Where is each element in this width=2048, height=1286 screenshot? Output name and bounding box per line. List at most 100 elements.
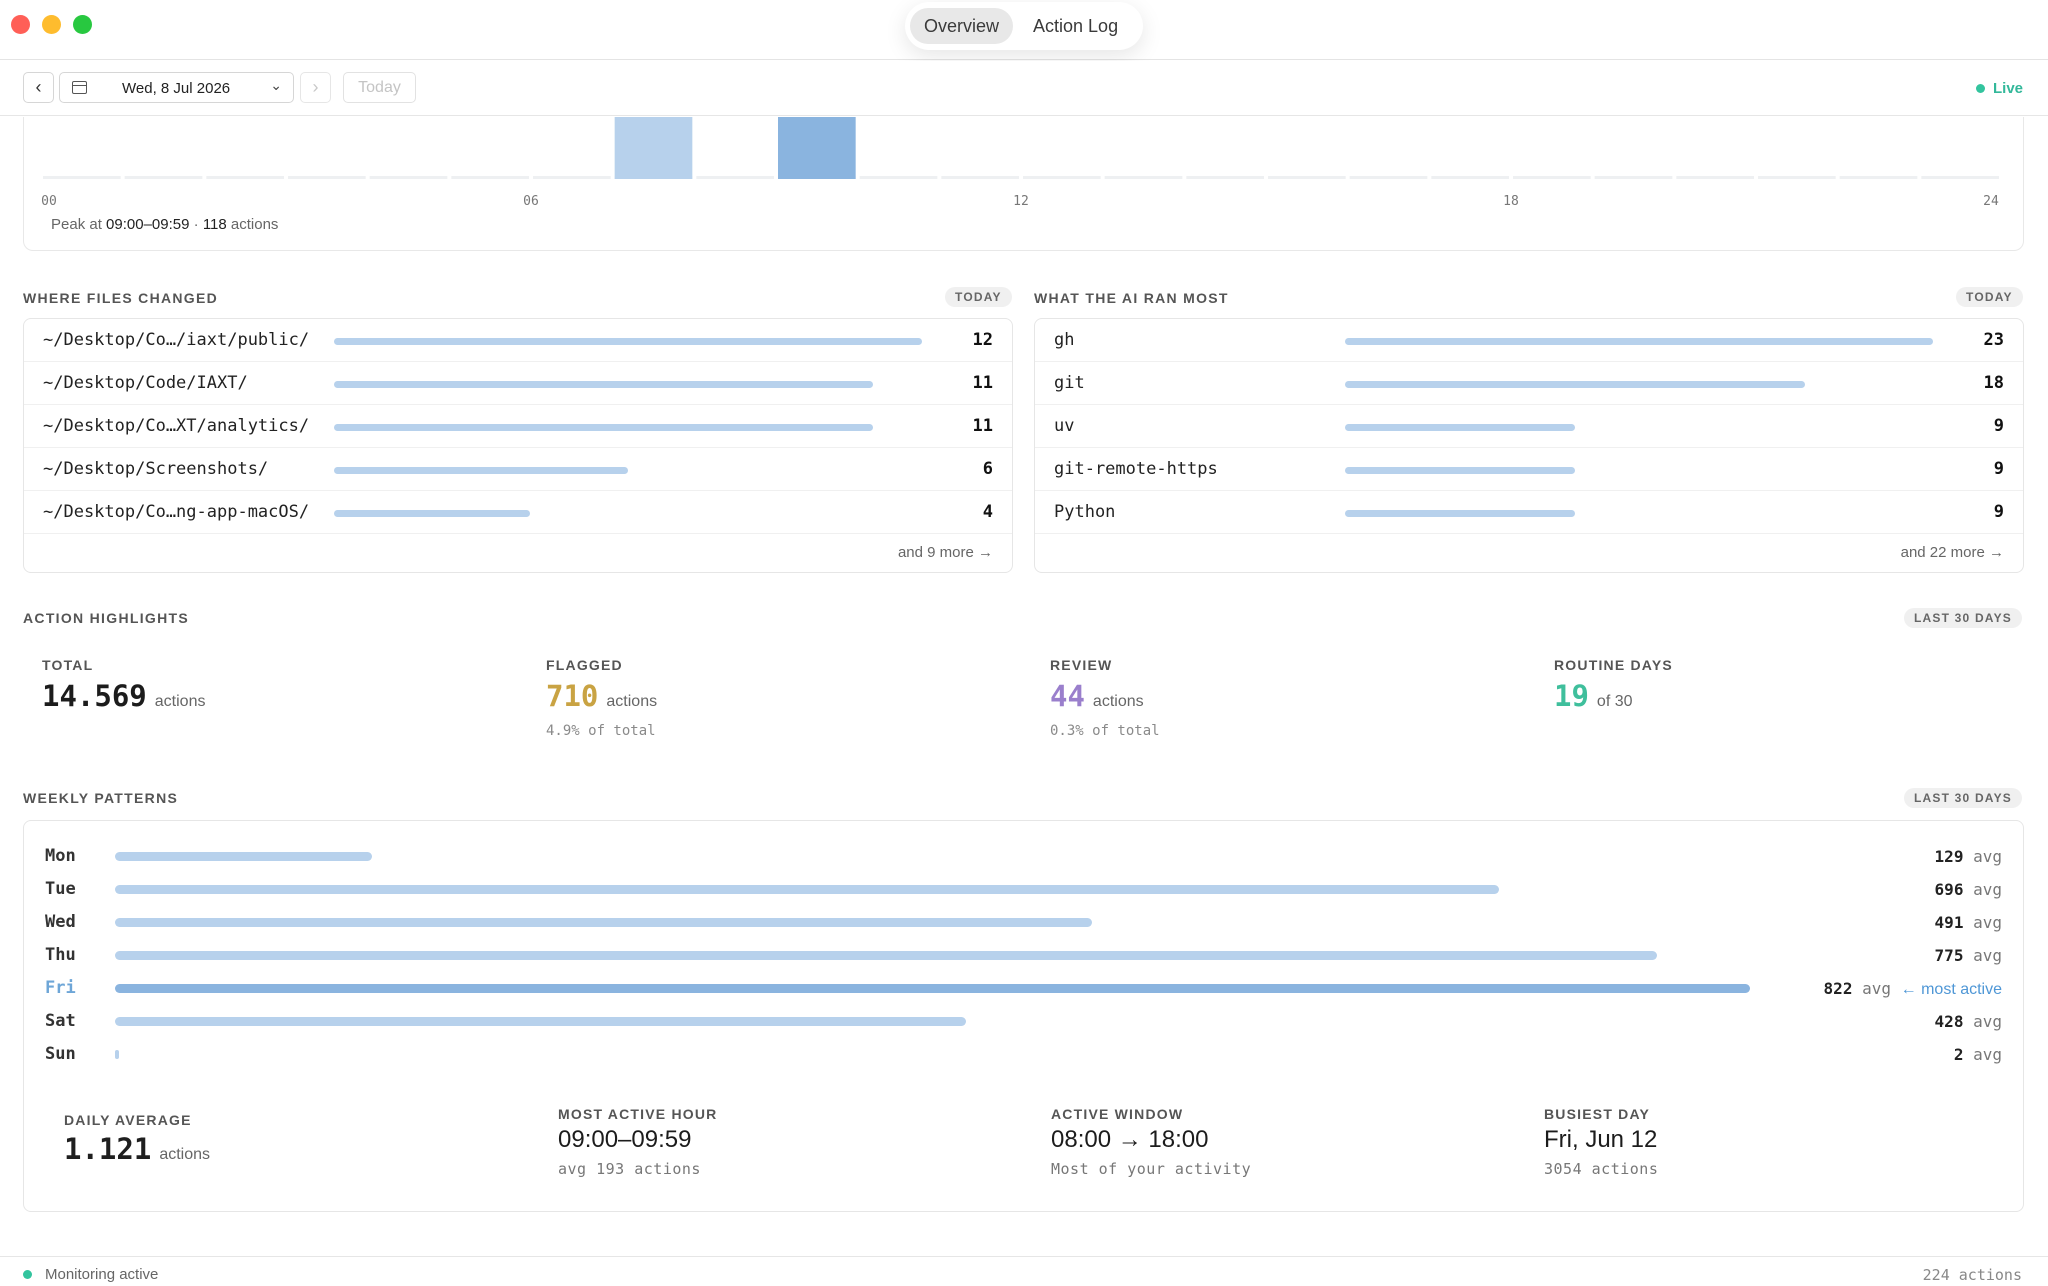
- file-count: 11: [972, 416, 993, 436]
- hour-baseline-20: [1676, 176, 1754, 179]
- zoom-window-button[interactable]: [73, 15, 92, 34]
- hour-baseline-02: [206, 176, 284, 179]
- weekday-label: Tue: [45, 879, 76, 899]
- weekday-row: Wed 491 avg: [24, 906, 2023, 939]
- file-more-link[interactable]: and 9 more →: [897, 544, 993, 561]
- weekday-average: 2 avg: [1954, 1045, 2002, 1064]
- weekday-row: Sun 2 avg: [24, 1038, 2023, 1071]
- command-row[interactable]: uv 9: [1035, 405, 2023, 448]
- today-button[interactable]: Today: [343, 72, 416, 103]
- command-more-link[interactable]: and 22 more →: [1900, 544, 2004, 561]
- active-window-sub: Most of your activity: [1051, 1160, 1252, 1178]
- daily-average-label: DAILY AVERAGE: [64, 1112, 192, 1128]
- weekday-average-value: 775: [1934, 946, 1964, 965]
- hour-baseline-10: [859, 176, 938, 179]
- weekday-average-value: 2: [1953, 1045, 1964, 1064]
- hour-baseline-19: [1594, 176, 1673, 179]
- hour-baseline-08: [696, 176, 774, 179]
- title-bar: Overview Action Log: [0, 0, 2048, 60]
- command-row[interactable]: Python 9: [1035, 491, 2023, 534]
- selected-date: Wed, 8 Jul 2026: [122, 80, 231, 97]
- peak-suffix: actions: [230, 216, 279, 233]
- peak-hour: 09:00–09:59: [106, 216, 190, 233]
- file-row[interactable]: ~/Desktop/Co…ng-app-macOS/4: [24, 491, 1012, 534]
- file-count: 6: [982, 459, 993, 479]
- weekday-average: 696 avg: [1935, 880, 2002, 899]
- highlight-review: REVIEW 44 actions 0.3% of total: [1050, 657, 1160, 739]
- command-count: 9: [1993, 502, 2004, 522]
- previous-day-button[interactable]: ‹: [23, 72, 54, 103]
- date-picker[interactable]: Wed, 8 Jul 2026 ⌄: [59, 72, 294, 103]
- minimize-window-button[interactable]: [42, 15, 61, 34]
- commands-list: gh 23 git 18 uv 9 git-remote-https 9 Python 9 and …: [1034, 318, 2024, 573]
- weekday-row: Sat 428 avg: [24, 1005, 2023, 1038]
- file-row[interactable]: ~/Desktop/Screenshots/6: [24, 448, 1012, 491]
- hour-baseline-13: [1104, 176, 1183, 179]
- file-bar: [334, 510, 530, 517]
- weekday-average: 428 avg: [1935, 1012, 2002, 1031]
- highlights-period-badge: LAST 30 DAYS: [1904, 608, 2022, 628]
- weekday-average-unit: avg: [1973, 1045, 2002, 1064]
- most-active-note: ← most active: [1900, 981, 2002, 998]
- files-section-title: WHERE FILES CHANGED: [23, 290, 219, 306]
- status-bar: Monitoring active 224 actions: [0, 1256, 2048, 1286]
- tab-action-log[interactable]: Action Log: [1033, 15, 1119, 36]
- command-count: 9: [1993, 459, 2004, 479]
- file-count: 12: [972, 330, 993, 350]
- weekday-label: Fri: [45, 978, 76, 998]
- file-count: 4: [982, 502, 993, 522]
- file-row[interactable]: ~/Desktop/Code/IAXT/11: [24, 362, 1012, 405]
- hour-tick-label: 24: [1983, 194, 1999, 209]
- active-window-value: 08:00 → 18:00: [1051, 1126, 1209, 1153]
- file-name: ~/Desktop/Co…/iaxt/public/: [43, 330, 310, 350]
- hourly-activity-card: 00 06 12 18 24 Peak at 09:00–09:59 · 118 act…: [23, 117, 2024, 251]
- highlight-value: 710: [546, 679, 599, 713]
- busiest-day-label: BUSIEST DAY: [1544, 1106, 1651, 1122]
- highlight-unit: actions: [606, 693, 658, 710]
- next-day-button[interactable]: ›: [300, 72, 331, 103]
- highlight-unit: actions: [154, 693, 206, 710]
- weekday-row: Tue 696 avg: [24, 873, 2023, 906]
- highlight-unit: of 30: [1596, 693, 1633, 710]
- file-row[interactable]: ~/Desktop/Co…XT/analytics/11: [24, 405, 1012, 448]
- highlight-unit: actions: [1092, 693, 1144, 710]
- hour-baseline-17: [1431, 176, 1509, 179]
- file-row[interactable]: ~/Desktop/Co…/iaxt/public/12: [24, 319, 1012, 362]
- highlight-sub: 0.3% of total: [1050, 723, 1160, 739]
- weekday-average-value: 696: [1934, 880, 1964, 899]
- highlight-value-row: 14.569 actions: [42, 679, 205, 713]
- weekday-row: Thu 775 avg: [24, 939, 2023, 972]
- command-bar: [1345, 467, 1575, 474]
- command-row[interactable]: git 18: [1035, 362, 2023, 405]
- weekday-average-unit: avg: [1973, 1012, 2002, 1031]
- highlight-value-row: 710 actions: [546, 679, 657, 713]
- busiest-day-stat: BUSIEST DAY Fri, Jun 12 3054 actions: [1544, 1106, 1658, 1178]
- weekday-label: Thu: [45, 945, 76, 965]
- file-name: ~/Desktop/Co…ng-app-macOS/: [43, 502, 310, 522]
- hour-baseline-22: [1839, 176, 1918, 179]
- hour-tick-label: 12: [1013, 194, 1029, 209]
- command-bar: [1345, 381, 1805, 388]
- tab-overview[interactable]: Overview: [910, 8, 1014, 44]
- weekday-average-unit: avg: [1862, 979, 1891, 998]
- live-indicator: Live: [1975, 80, 2023, 97]
- weekday-bar: [115, 885, 1499, 894]
- most-active-hour-label: MOST ACTIVE HOUR: [558, 1106, 718, 1122]
- close-window-button[interactable]: [11, 15, 30, 34]
- command-bar: [1345, 424, 1575, 431]
- live-dot-icon: [1975, 84, 1985, 93]
- daily-average-value: 1.121: [64, 1132, 152, 1166]
- hour-baseline-12: [1023, 176, 1101, 179]
- weekday-row: Fri 822 avg ← most active: [24, 972, 2023, 1005]
- hour-tick-label: 00: [41, 194, 57, 209]
- command-row[interactable]: git-remote-https 9: [1035, 448, 2023, 491]
- file-bar: [334, 467, 628, 474]
- weekday-bar: [115, 918, 1092, 927]
- command-row[interactable]: gh 23: [1035, 319, 2023, 362]
- highlight-sub: 4.9% of total: [546, 723, 656, 739]
- command-name: git-remote-https: [1054, 459, 1218, 479]
- weekday-label: Wed: [45, 912, 76, 932]
- weekday-average-value: 491: [1934, 913, 1964, 932]
- chevron-right-icon: ›: [312, 77, 319, 97]
- weekday-label: Sat: [45, 1011, 76, 1031]
